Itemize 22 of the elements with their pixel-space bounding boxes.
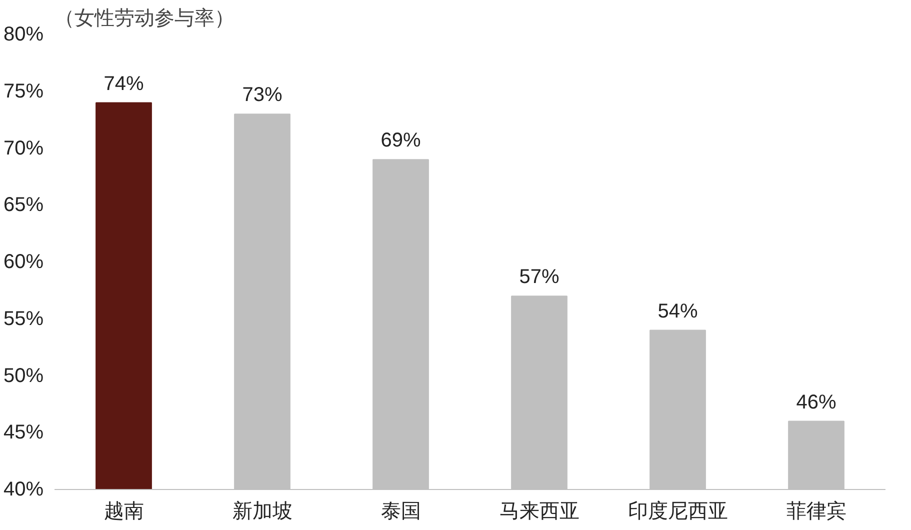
- data-label: 57%: [519, 266, 560, 288]
- y-axis-title: （女性劳动参与率）: [54, 8, 234, 30]
- x-tick-label: 泰国: [380, 500, 421, 522]
- x-tick-label: 印度尼西亚: [628, 500, 728, 522]
- y-tick-label: 65%: [3, 194, 44, 216]
- x-tick-label: 新加坡: [232, 500, 292, 522]
- y-tick-label: 60%: [3, 251, 44, 273]
- y-tick-label: 70%: [3, 137, 44, 160]
- x-tick-label: 马来西亚: [499, 500, 580, 522]
- x-tick-label: 越南: [104, 500, 144, 522]
- y-tick-label: 55%: [3, 308, 44, 330]
- data-label: 73%: [242, 84, 282, 106]
- data-label: 74%: [104, 72, 144, 95]
- y-tick-label: 75%: [3, 80, 44, 102]
- x-tick-label: 菲律宾: [786, 500, 846, 522]
- data-label: 54%: [658, 300, 698, 322]
- data-label: 46%: [796, 391, 836, 414]
- y-tick-label: 50%: [3, 364, 44, 387]
- y-tick-label: 80%: [3, 24, 44, 46]
- data-label: 69%: [380, 130, 421, 152]
- y-tick-label: 40%: [3, 478, 44, 500]
- y-tick-label: 45%: [3, 422, 44, 444]
